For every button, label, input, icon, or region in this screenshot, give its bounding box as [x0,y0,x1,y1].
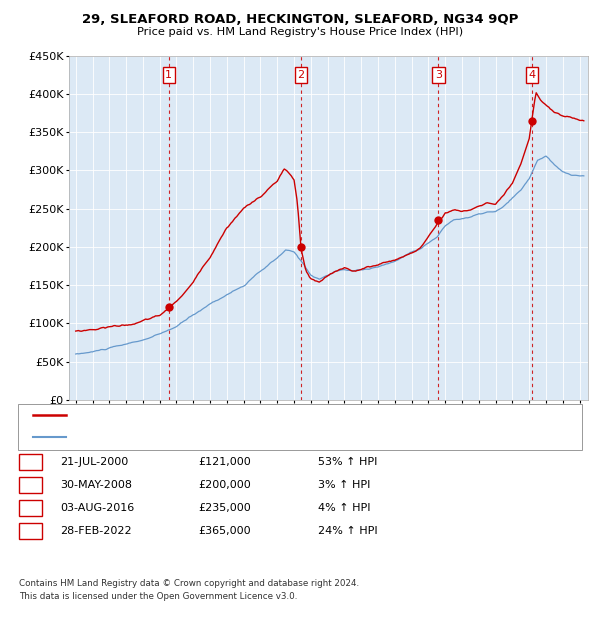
Text: HPI: Average price, detached house, North Kesteven: HPI: Average price, detached house, Nort… [69,432,325,442]
Text: £200,000: £200,000 [198,480,251,490]
Text: 3% ↑ HPI: 3% ↑ HPI [318,480,370,490]
Text: 1: 1 [166,70,172,80]
Text: 30-MAY-2008: 30-MAY-2008 [60,480,132,490]
Text: 2: 2 [298,70,305,80]
Text: Contains HM Land Registry data © Crown copyright and database right 2024.
This d: Contains HM Land Registry data © Crown c… [19,579,359,601]
Text: £235,000: £235,000 [198,503,251,513]
Text: £365,000: £365,000 [198,526,251,536]
Text: 29, SLEAFORD ROAD, HECKINGTON, SLEAFORD, NG34 9QP (detached house): 29, SLEAFORD ROAD, HECKINGTON, SLEAFORD,… [69,410,446,420]
Text: 28-FEB-2022: 28-FEB-2022 [60,526,131,536]
Text: 1: 1 [27,456,34,468]
Text: 21-JUL-2000: 21-JUL-2000 [60,457,128,467]
Text: 3: 3 [27,502,34,514]
Text: 4: 4 [27,525,34,537]
Text: Price paid vs. HM Land Registry's House Price Index (HPI): Price paid vs. HM Land Registry's House … [137,27,463,37]
Text: 24% ↑ HPI: 24% ↑ HPI [318,526,377,536]
Text: £121,000: £121,000 [198,457,251,467]
Text: 2: 2 [27,479,34,491]
Text: 29, SLEAFORD ROAD, HECKINGTON, SLEAFORD, NG34 9QP: 29, SLEAFORD ROAD, HECKINGTON, SLEAFORD,… [82,14,518,26]
Text: 3: 3 [435,70,442,80]
Text: 03-AUG-2016: 03-AUG-2016 [60,503,134,513]
Text: 4: 4 [529,70,536,80]
Text: 4% ↑ HPI: 4% ↑ HPI [318,503,371,513]
Text: 53% ↑ HPI: 53% ↑ HPI [318,457,377,467]
